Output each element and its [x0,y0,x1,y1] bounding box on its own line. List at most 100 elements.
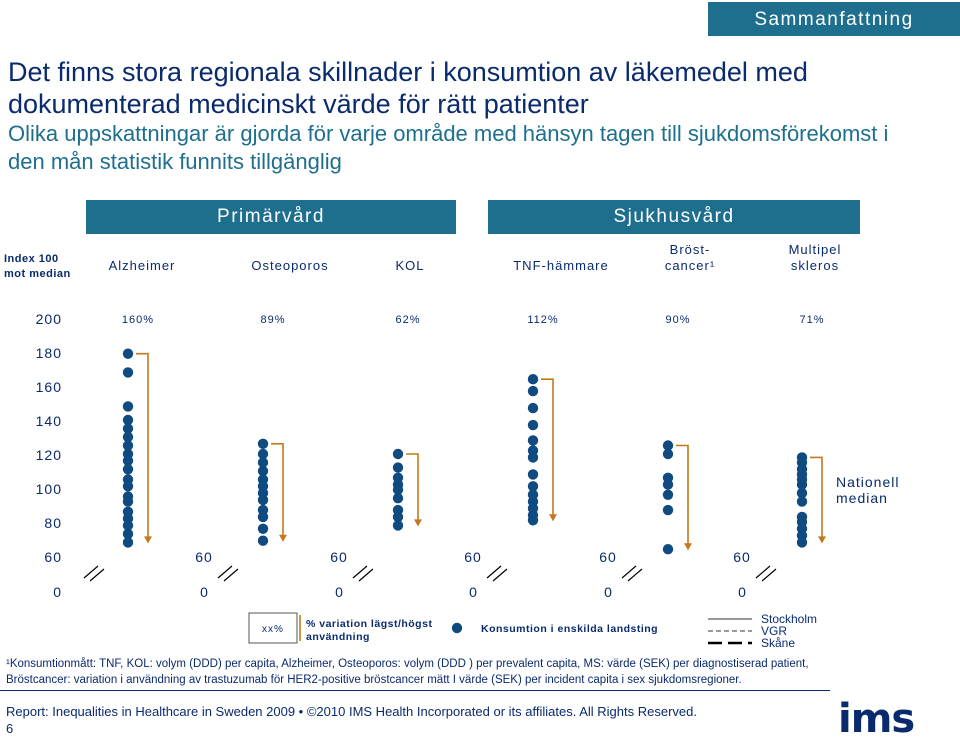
column-tick-60: 60 [464,549,482,565]
range-bracket [406,453,419,526]
axis-break-mark [223,568,239,582]
range-bracket [810,456,823,543]
footnote-1: ¹Konsumtionmått: TNF, KOL: volym (DDD) p… [6,658,809,670]
column-tick-0: 0 [604,584,612,600]
range-arrowhead [818,536,826,544]
landsting-dot [662,504,674,516]
variation-label: 71% [799,314,824,326]
disease-kol: KOL [370,258,450,274]
legend-regions: Stockholm VGR Skåne [761,613,817,649]
disease-osteoporos: Osteoporos [230,258,350,274]
axis-break-mark [761,568,777,582]
group-primarvard: Primärvård [86,200,456,234]
landsting-dot [257,523,269,534]
variation-label: 112% [527,314,558,326]
range-arrowhead [549,514,557,522]
y-tick-label: 140 [36,413,62,429]
range-arrowhead [414,519,422,527]
landsting-dot [796,487,808,499]
page-subtitle: Olika uppskattningar är gjorda för varje… [8,121,889,174]
landsting-dot [662,448,674,460]
legend-variation-label: % variation lägst/högst användning [306,618,432,644]
range-bracket [676,444,689,550]
y-tick-label: 80 [44,515,62,531]
legend-variation-line-2: användning [306,631,370,643]
axis-break-mark [621,565,637,579]
column-tick-60: 60 [599,549,617,565]
index-label-line-2: mot median [4,268,71,280]
legend-dot-label: Konsumtion i enskilda landsting [481,623,659,635]
landsting-dot [122,528,134,540]
page-number: 6 [6,721,14,736]
axis-break-mark [83,565,99,579]
range-arrowhead [144,536,152,544]
disease-alzheimer-line-1: Alzheimer [108,258,176,273]
legend-variation-line-1: % variation lägst/högst [306,618,433,630]
axis-break-mark [217,565,233,579]
disease-ms-line-2: skleros [790,258,840,273]
disease-ms-line-1: Multipel [788,242,842,257]
legend-region-stockholm: Stockholm [761,612,818,626]
disease-osteoporos-line-1: Osteoporos [251,258,329,273]
landsting-dot [392,462,404,473]
legend-dot [451,622,463,634]
column-tick-0: 0 [200,584,208,600]
y-tick-label: 200 [36,311,62,327]
page-title: Det finns stora regionala skillnader i k… [8,57,808,119]
landsting-dot [257,465,269,477]
landsting-dot [122,537,134,548]
landsting-dot [527,402,539,414]
legend-region-vgr: VGR [761,624,788,638]
legend-region-skane: Skåne [761,636,796,650]
ims-logo: ims [838,696,915,742]
landsting-dot [527,515,539,526]
y-tick-label: 60 [44,549,62,565]
median-label-line-1: Nationell [836,474,900,490]
y-tick-label: 100 [36,481,62,497]
landsting-dot [122,431,134,443]
legend-sample-label: xx% [262,624,284,635]
footer-divider [0,690,830,691]
disease-brostcancer-line-1: Bröst- [669,242,711,257]
landsting-dot [392,493,404,504]
landsting-dot [796,496,808,507]
axis-break-mark [627,568,643,582]
footnote-2: Bröstcancer: variation i användning av t… [6,674,742,686]
range-bracket [541,378,554,521]
y-tick-label: 0 [53,584,62,600]
landsting-dot [527,435,539,446]
axis-break-mark [352,565,368,579]
landsting-dot [122,481,134,492]
axis-break-mark [486,565,502,579]
landsting-dot [796,479,808,490]
landsting-dot [527,452,539,463]
column-tick-60: 60 [195,549,213,565]
landsting-dot [122,455,134,466]
group-sjukhusvard: Sjukhusvård [488,200,860,234]
landsting-dot [122,520,134,531]
y-tick-label: 180 [36,345,62,361]
landsting-dot [122,348,134,359]
column-tick-60: 60 [733,549,751,565]
median-label-line-2: median [836,490,888,506]
variation-label: 62% [395,314,420,326]
axis-break-mark [89,568,105,582]
landsting-dot [257,494,269,506]
disease-kol-line-1: KOL [395,258,425,273]
landsting-dot [796,537,808,548]
y-tick-label: 160 [36,379,62,395]
range-arrowhead [684,543,692,551]
section-tag: Sammanfattning [708,2,960,36]
landsting-dot [257,438,269,449]
disease-brostcancer: Bröst- cancer¹ [640,242,740,274]
landsting-dot [392,484,404,495]
landsting-dot [257,457,269,468]
median-label: Nationell median [836,474,926,506]
column-tick-0: 0 [469,584,477,600]
landsting-dot [662,440,674,451]
range-bracket [136,352,149,543]
landsting-dot [527,374,539,385]
landsting-dot [257,535,269,546]
axis-break-mark [755,565,771,579]
